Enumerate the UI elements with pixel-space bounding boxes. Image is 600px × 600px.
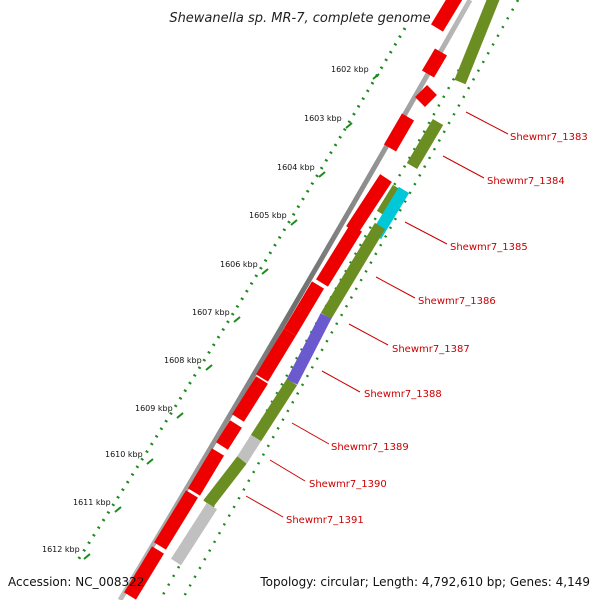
cds-segment-1 [431,0,463,32]
kbp-tick-label: 1605 kbp [249,211,287,220]
gene-label: Shewmr7_1386 [418,296,496,307]
kbp-tick-label: 1603 kbp [304,114,342,123]
gene-label: Shewmr7_1388 [364,389,442,400]
gene-labels-layer: Shewmr7_1383 Shewmr7_1384 Shewmr7_1385 Shew… [245,111,588,526]
gene-leader-line [245,495,284,518]
kbp-tick-label: 1602 kbp [331,65,369,74]
kbp-ticks-layer: 1602 kbp 1603 kbp 1604 kbp 1605 kbp 1606 kbp… [42,65,380,560]
gene-leader-line [269,459,306,482]
kbp-tick-mark [114,506,122,513]
gene-leader-line [321,370,361,393]
gene-leader-line [465,111,509,135]
cds-segment-10 [216,420,242,450]
cds-segment-5 [346,174,392,234]
cds-segment-11 [187,448,225,496]
kbp-tick-mark [372,73,380,80]
gene-segment-10 [170,502,218,566]
cds-segment-12 [154,490,198,550]
kbp-tick-mark [176,412,184,419]
gene-label: Shewmr7_1390 [309,479,387,490]
gene-leader-line [348,323,389,346]
gene-segment-8 [236,434,262,464]
genes-layer [124,0,500,600]
kbp-tick-mark [146,458,154,465]
kbp-tick-mark [318,171,326,178]
kbp-tick-label: 1604 kbp [277,163,315,172]
kbp-tick-label: 1611 kbp [73,498,111,507]
genome-backbone [117,0,473,600]
kbp-tick-label: 1606 kbp [220,260,258,269]
cds-segment-4 [383,113,415,152]
accession-text: Accession: NC_008322 [8,575,144,589]
inner-dotted-ruler-2 [180,0,520,600]
topology-text: Topology: circular; Length: 4,792,610 bp… [259,575,590,589]
kbp-tick-label: 1608 kbp [164,356,202,365]
gene-segment-7 [250,378,298,442]
kbp-tick-mark [261,268,269,275]
kbp-tick-mark [83,553,91,560]
gene-leader-line [291,422,330,445]
gene-label: Shewmr7_1383 [510,132,588,143]
gene-label: Shewmr7_1389 [331,442,409,453]
kbp-tick-mark [205,364,213,371]
gene-leader-line [442,155,485,179]
kbp-tick-mark [345,122,353,129]
gene-label: Shewmr7_1384 [487,176,565,187]
cds-segment-8 [256,328,296,382]
cds-segment-3 [415,85,437,107]
kbp-tick-label: 1610 kbp [105,450,143,459]
cds-segment-7 [283,281,325,336]
gene-label: Shewmr7_1385 [450,242,528,253]
cds-segment-9 [232,376,268,422]
kbp-tick-label: 1612 kbp [42,545,80,554]
cds-segment-6 [316,224,362,287]
cds-segment-13 [124,546,164,600]
kbp-tick-label: 1609 kbp [135,404,173,413]
gene-segment-1 [454,0,500,85]
gene-leader-line [404,221,448,245]
gene-label: Shewmr7_1387 [392,344,470,355]
gene-segment-5 [320,222,386,320]
map-title: Shewanella sp. MR-7, complete genome [169,11,430,26]
gene-segment-2 [406,118,444,170]
gene-leader-line [375,276,416,299]
kbp-tick-mark [233,316,241,323]
kbp-tick-mark [290,219,298,226]
gene-segment-6 [286,313,332,385]
cds-segment-2 [421,48,448,78]
kbp-tick-label: 1607 kbp [192,308,230,317]
gene-segment-9 [203,456,247,508]
gene-segment-3 [376,184,404,218]
gene-label: Shewmr7_1391 [286,515,364,526]
